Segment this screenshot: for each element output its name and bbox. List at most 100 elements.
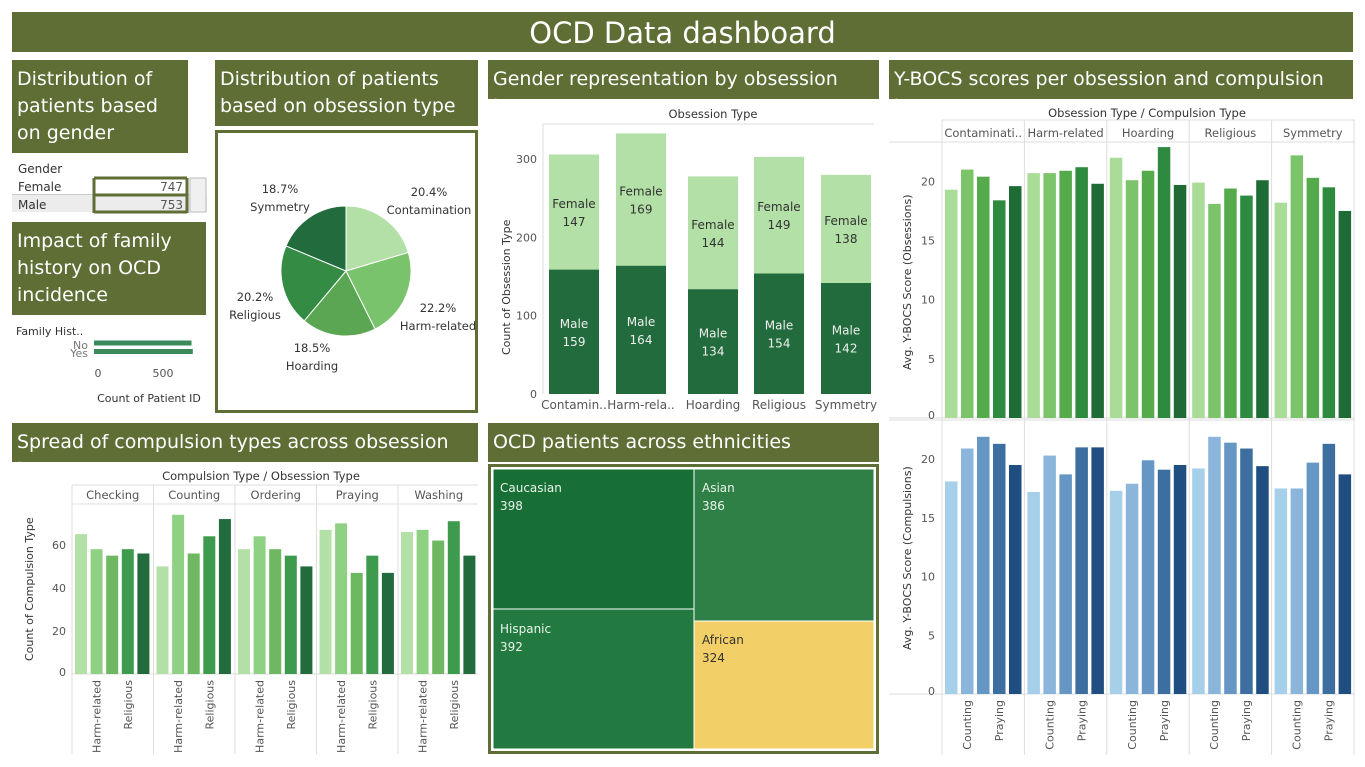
ybocs-comp-bar-0-3 — [993, 443, 1006, 694]
gender-bar-female-2 — [688, 176, 738, 290]
treemap-label-african: African — [702, 633, 744, 647]
pie-label-religious: Religious — [229, 308, 281, 322]
ybocs-obs-ytick-20: 20 — [921, 175, 935, 188]
compulsion-bar-4-0 — [401, 531, 413, 674]
compulsion-xlabel-religious-3: Religious — [285, 680, 298, 730]
ybocs-obs-bar-0-2 — [977, 176, 990, 418]
treemap-cell-asian — [693, 468, 875, 622]
ybocs-xlabel-counting-3: Counting — [1126, 700, 1139, 750]
compulsion-xlabel-religious-5: Religious — [448, 680, 461, 730]
gender-bar-male-0 — [549, 269, 599, 394]
ybocs-xlabel-praying-3: Praying — [1158, 700, 1171, 741]
gender-bar-male-name-4: Male — [832, 323, 860, 337]
compulsion-bar-1-1 — [172, 514, 185, 674]
ybocs-comp-bar-4-3 — [1322, 443, 1336, 694]
compulsion-bar-1-4 — [218, 519, 231, 674]
ybocs-comp-bar-0-0 — [945, 481, 958, 694]
dashboard-title: OCD Data dashboard — [12, 12, 1353, 52]
compulsion-bar-3-0 — [319, 529, 332, 674]
gender-bar-male-value-1: 164 — [630, 333, 653, 347]
compulsion-group-counting: Counting — [168, 488, 220, 502]
obsession-section-title: Distribution of patients based on obsess… — [215, 60, 478, 126]
ybocs-comp-bar-2-3 — [1157, 469, 1171, 694]
gender-chart-xlabel-symmetry: Symmetry — [815, 398, 877, 412]
ybocs-comp-bar-2-0 — [1109, 490, 1123, 694]
compulsion-bar-1-2 — [187, 553, 200, 674]
compulsion-bar-2-1 — [253, 536, 266, 674]
gender-section-title: Distribution of patients based on gender — [12, 60, 188, 153]
compulsion-xlabel-harm-3: Harm-related — [254, 680, 267, 753]
compulsion-bar-0-3 — [121, 549, 134, 674]
compulsion-bar-0-4 — [137, 553, 150, 674]
ybocs-comp-bar-4-0 — [1274, 488, 1288, 694]
pie-slice-contamination — [345, 205, 409, 272]
ybocs-comp-ytick-5: 5 — [928, 629, 935, 642]
gender-bar-male-3 — [754, 273, 804, 394]
ybocs-obs-bar-4-3 — [1322, 187, 1336, 418]
ybocs-xlabel-counting-4: Counting — [1208, 700, 1221, 750]
ybocs-obs-bar-4-1 — [1290, 155, 1304, 418]
pie-label-harm: Harm-related — [400, 319, 475, 333]
compulsion-bar-4-1 — [416, 529, 429, 674]
compulsion-group-washing: Washing — [414, 488, 463, 502]
family-bar-yes — [94, 349, 193, 354]
table-scrollbar[interactable] — [189, 177, 207, 213]
compulsion-bar-4-3 — [447, 521, 460, 674]
compulsion-bar-2-0 — [238, 549, 250, 674]
ybocs-comp-bar-4-4 — [1338, 474, 1352, 694]
gender-bar-female-name-2: Female — [691, 218, 734, 232]
compulsion-bar-3-3 — [366, 555, 379, 674]
ybocs-comp-bar-3-4 — [1256, 466, 1269, 694]
ybocs-comp-bar-3-2 — [1224, 442, 1237, 694]
ybocs-obs-bar-2-1 — [1125, 180, 1139, 418]
ybocs-obs-ytick-5: 5 — [928, 353, 935, 366]
ybocs-obs-bar-3-4 — [1256, 180, 1269, 418]
ybocs-obs-bar-2-2 — [1141, 170, 1155, 418]
compulsion-xlabel-religious-2: Religious — [203, 680, 216, 730]
ybocs-group-religious: Religious — [1205, 126, 1257, 140]
compulsion-bar-3-1 — [335, 523, 348, 674]
compulsion-chart: Compulsion Type / Obsession Type Count o… — [23, 469, 478, 754]
gender-chart-ytick-300: 300 — [516, 153, 537, 166]
ybocs-obs-ytick-10: 10 — [921, 294, 935, 307]
gender-table: Gender Female 747 Male 753 — [12, 162, 207, 214]
ybocs-group-contamination: Contaminati.. — [944, 126, 1022, 140]
pie-slice-harm-related — [345, 251, 412, 330]
compulsion-chart-title: Compulsion Type / Obsession Type — [162, 469, 360, 483]
compulsion-group-praying: Praying — [336, 488, 379, 502]
family-column-header: Family Hist.. — [16, 325, 83, 338]
ybocs-obs-bar-0-1 — [961, 169, 974, 418]
ybocs-comp-bar-3-3 — [1240, 448, 1253, 694]
ybocs-obs-bar-3-1 — [1208, 203, 1221, 418]
ybocs-xlabel-praying-1: Praying — [993, 700, 1006, 741]
ybocs-obs-bar-0-0 — [945, 189, 958, 418]
pie-pct-symmetry: 18.7% — [262, 182, 299, 196]
ybocs-chart: Obsession Type / Compulsion Type Avg. Y-… — [889, 106, 1355, 755]
ybocs-obs-bar-0-3 — [993, 200, 1006, 418]
obsession-pie-chart: 20.4% Contamination 22.2% Harm-related 1… — [229, 182, 475, 373]
gender-row-value-female: 747 — [160, 180, 183, 194]
ybocs-comp-bar-1-1 — [1043, 455, 1056, 694]
ybocs-comp-bar-2-1 — [1125, 483, 1139, 694]
compulsion-xlabel-harm-4: Harm-related — [335, 680, 348, 753]
treemap-label-hispanic: Hispanic — [500, 622, 551, 636]
family-bar-no — [94, 340, 192, 346]
compulsion-bar-2-2 — [269, 549, 282, 674]
ybocs-obs-ytick-0: 0 — [928, 409, 935, 422]
pie-pct-hoarding: 18.5% — [294, 341, 331, 355]
compulsion-bar-1-0 — [156, 566, 169, 674]
gender-chart-xlabel-hoarding: Hoarding — [686, 398, 741, 412]
ybocs-obs-bar-1-0 — [1027, 173, 1040, 418]
ybocs-obs-bar-2-3 — [1157, 147, 1171, 418]
compulsion-xlabel-harm-5: Harm-related — [417, 680, 430, 753]
pie-label-symmetry: Symmetry — [250, 200, 310, 214]
ybocs-xlabel-counting-5: Counting — [1291, 700, 1304, 750]
compulsion-group-checking: Checking — [86, 488, 139, 502]
compulsion-bar-4-4 — [463, 555, 476, 674]
gender-bar-female-3 — [754, 156, 804, 274]
ybocs-comp-bar-2-4 — [1173, 464, 1187, 694]
treemap-cell-african — [693, 620, 875, 750]
ethnicity-section-title: OCD patients across ethnicities — [488, 423, 879, 462]
compulsion-ytick-40: 40 — [52, 582, 66, 595]
gender-chart-xlabel-religious: Religious — [752, 398, 806, 412]
